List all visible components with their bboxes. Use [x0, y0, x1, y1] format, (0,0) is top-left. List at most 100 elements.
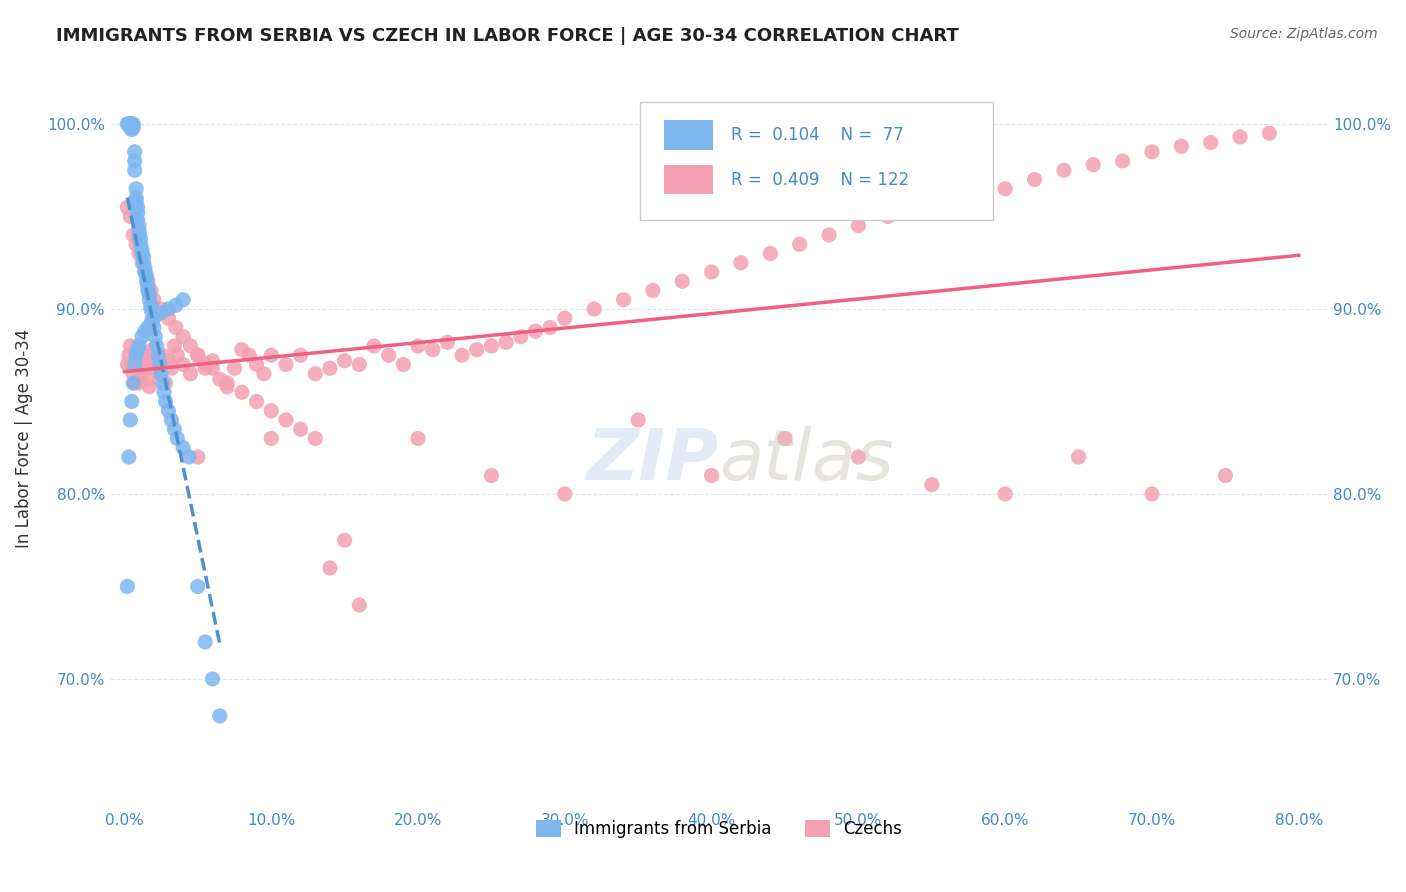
Point — [641, 284, 664, 298]
Point — [153, 385, 176, 400]
Point — [274, 413, 297, 427]
Point — [125, 348, 148, 362]
Point — [274, 358, 297, 372]
Point — [142, 311, 165, 326]
Point — [848, 450, 870, 464]
Point — [139, 361, 162, 376]
Point — [122, 117, 145, 131]
Point — [495, 335, 517, 350]
Point — [120, 339, 142, 353]
Point — [124, 145, 146, 159]
Point — [131, 330, 153, 344]
Point — [217, 380, 239, 394]
Point — [132, 250, 155, 264]
Point — [118, 117, 141, 131]
Point — [135, 353, 157, 368]
Point — [139, 301, 162, 316]
Point — [231, 385, 253, 400]
Point — [245, 394, 267, 409]
Point — [139, 317, 162, 331]
Point — [217, 376, 239, 390]
Text: R =  0.409    N = 122: R = 0.409 N = 122 — [731, 170, 910, 188]
Point — [135, 274, 157, 288]
Text: IMMIGRANTS FROM SERBIA VS CZECH IN LABOR FORCE | AGE 30-34 CORRELATION CHART: IMMIGRANTS FROM SERBIA VS CZECH IN LABOR… — [56, 27, 959, 45]
Point — [349, 358, 371, 372]
Point — [138, 380, 160, 394]
Point — [117, 579, 139, 593]
Point — [773, 432, 796, 446]
Point — [152, 348, 174, 362]
Point — [965, 191, 987, 205]
Point — [157, 353, 180, 368]
Point — [1170, 139, 1192, 153]
Point — [905, 200, 928, 214]
Point — [127, 213, 149, 227]
Point — [166, 432, 188, 446]
Point — [157, 311, 180, 326]
Point — [129, 232, 152, 246]
Point — [172, 441, 194, 455]
Point — [406, 339, 429, 353]
Point — [131, 367, 153, 381]
Point — [363, 339, 385, 353]
Point — [377, 348, 399, 362]
Point — [583, 301, 606, 316]
Point — [935, 194, 957, 209]
Point — [121, 117, 143, 131]
Point — [166, 348, 188, 362]
Point — [149, 367, 172, 381]
Point — [149, 358, 172, 372]
Point — [129, 358, 152, 372]
Point — [128, 376, 150, 390]
Point — [120, 117, 142, 131]
Point — [142, 348, 165, 362]
Point — [148, 348, 170, 362]
Point — [848, 219, 870, 233]
Point — [994, 487, 1017, 501]
Point — [201, 672, 224, 686]
Point — [231, 343, 253, 357]
Point — [125, 237, 148, 252]
Point — [145, 339, 167, 353]
Point — [136, 284, 159, 298]
Point — [208, 372, 231, 386]
Point — [117, 200, 139, 214]
Point — [921, 477, 943, 491]
Point — [260, 432, 283, 446]
Point — [150, 367, 173, 381]
Point — [127, 206, 149, 220]
Point — [132, 256, 155, 270]
Point — [245, 358, 267, 372]
Point — [127, 343, 149, 357]
Point — [759, 246, 782, 260]
Point — [524, 324, 547, 338]
Point — [319, 561, 342, 575]
Point — [139, 298, 162, 312]
Point — [124, 376, 146, 390]
Point — [187, 348, 209, 362]
Point — [671, 274, 693, 288]
Point — [1140, 145, 1163, 159]
Point — [134, 265, 156, 279]
Point — [1199, 136, 1222, 150]
Point — [260, 403, 283, 417]
Point — [120, 117, 142, 131]
Point — [121, 394, 143, 409]
Point — [406, 432, 429, 446]
Point — [132, 348, 155, 362]
Point — [135, 268, 157, 283]
Point — [208, 709, 231, 723]
Y-axis label: In Labor Force | Age 30-34: In Labor Force | Age 30-34 — [15, 329, 32, 548]
Point — [128, 339, 150, 353]
Point — [730, 256, 752, 270]
Point — [118, 117, 141, 131]
Point — [172, 293, 194, 307]
Point — [1053, 163, 1076, 178]
Point — [1067, 450, 1090, 464]
Point — [187, 348, 209, 362]
Point — [160, 361, 183, 376]
Point — [136, 280, 159, 294]
Legend: Immigrants from Serbia, Czechs: Immigrants from Serbia, Czechs — [529, 813, 908, 845]
Point — [1140, 487, 1163, 501]
Text: R =  0.104    N =  77: R = 0.104 N = 77 — [731, 126, 904, 145]
